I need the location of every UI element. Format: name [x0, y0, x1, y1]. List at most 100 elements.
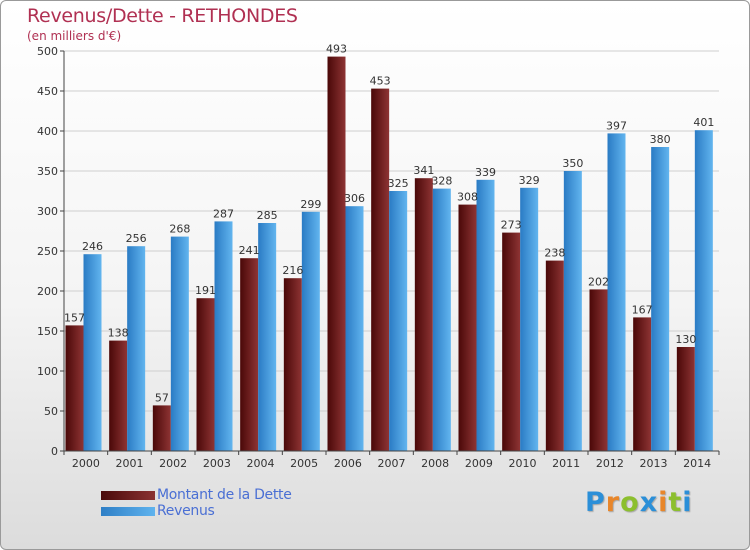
- data-label-dette: 202: [588, 275, 609, 288]
- y-tick-label: 350: [37, 165, 58, 178]
- y-tick-label: 200: [37, 285, 58, 298]
- bar-dette: [545, 260, 564, 451]
- bar-dette: [633, 317, 652, 451]
- bar-revenus: [389, 191, 408, 451]
- data-label-revenus: 268: [169, 223, 190, 236]
- bar-dette: [327, 56, 346, 451]
- x-tick-label: 2009: [465, 457, 493, 470]
- y-tick-label: 0: [51, 445, 58, 458]
- data-labels-group: 157 246 138 256 57 268 191 287 241 285 216 299 493 30…: [64, 43, 714, 405]
- y-tick-label: 500: [37, 45, 58, 58]
- legend-swatch-dette: [101, 491, 155, 500]
- data-label-dette: 216: [282, 264, 303, 277]
- data-label-dette: 130: [675, 333, 696, 346]
- data-label-revenus: 325: [388, 177, 409, 190]
- logo-letter: o: [620, 487, 640, 518]
- data-label-revenus: 287: [213, 207, 234, 220]
- data-label-dette: 238: [544, 247, 565, 260]
- data-label-dette: 308: [457, 191, 478, 204]
- x-tick-label: 2004: [247, 457, 275, 470]
- legend-swatch-revenus: [101, 507, 155, 516]
- y-tick-label: 400: [37, 125, 58, 138]
- x-tick-label: 2007: [378, 457, 406, 470]
- proxiti-logo: Proxiti: [585, 487, 693, 518]
- logo-letter: i: [682, 487, 693, 518]
- x-tick-label: 2012: [596, 457, 624, 470]
- bar-dette: [676, 347, 695, 451]
- x-tick-label: 2010: [509, 457, 537, 470]
- bar-dette: [109, 340, 128, 451]
- bar-revenus: [214, 221, 233, 451]
- logo-letter: t: [668, 487, 683, 518]
- data-label-dette: 167: [632, 303, 653, 316]
- chart-subtitle: (en milliers d'€): [27, 29, 122, 43]
- data-label-dette: 191: [195, 284, 216, 297]
- data-label-revenus: 306: [344, 192, 365, 205]
- chart-title: Revenus/Dette - RETHONDES: [27, 5, 298, 27]
- data-label-dette: 157: [64, 311, 85, 324]
- bar-dette: [196, 298, 215, 451]
- data-label-dette: 341: [413, 164, 434, 177]
- x-tick-label: 2003: [203, 457, 231, 470]
- data-label-revenus: 328: [431, 175, 452, 188]
- bar-dette: [240, 258, 259, 451]
- bar-revenus: [127, 246, 146, 451]
- x-tick-label: 2014: [683, 457, 711, 470]
- bar-dette: [414, 178, 433, 451]
- bar-revenus: [345, 206, 364, 451]
- legend-label-dette: Montant de la Dette: [157, 487, 292, 503]
- logo-letter: r: [605, 487, 621, 518]
- bar-revenus: [520, 187, 539, 452]
- bar-dette: [65, 325, 84, 451]
- y-tick-label: 150: [37, 325, 58, 338]
- logo-letter: P: [585, 487, 606, 518]
- data-label-dette: 493: [326, 43, 347, 56]
- data-label-dette: 138: [108, 327, 129, 340]
- bar-dette: [458, 204, 477, 451]
- x-tick-label: 2006: [334, 457, 362, 470]
- bar-dette: [502, 232, 521, 451]
- y-tick-label: 50: [44, 405, 58, 418]
- bar-revenus: [301, 211, 320, 451]
- data-label-dette: 241: [239, 244, 260, 257]
- x-tick-label: 2008: [421, 457, 449, 470]
- y-tick-label: 250: [37, 245, 58, 258]
- bar-revenus: [432, 188, 451, 451]
- bar-revenus: [476, 179, 495, 452]
- data-label-dette: 453: [370, 75, 391, 88]
- bar-dette: [283, 278, 302, 451]
- bar-revenus: [170, 236, 189, 451]
- data-label-revenus: 256: [126, 232, 147, 245]
- data-label-revenus: 350: [562, 157, 583, 170]
- logo-letter: x: [639, 487, 659, 518]
- y-tick-label: 450: [37, 85, 58, 98]
- bar-revenus: [83, 254, 102, 451]
- data-label-dette: 273: [501, 219, 522, 232]
- bar-revenus: [258, 223, 277, 451]
- x-tick-label: 2013: [640, 457, 668, 470]
- bar-revenus: [694, 130, 713, 451]
- bar-revenus: [607, 133, 626, 451]
- bar-revenus: [563, 171, 582, 451]
- data-label-revenus: 285: [257, 209, 278, 222]
- x-tick-label: 2005: [290, 457, 318, 470]
- x-tick-label: 2000: [72, 457, 100, 470]
- y-tick-label: 100: [37, 365, 58, 378]
- x-tick-label: 2001: [116, 457, 144, 470]
- data-label-revenus: 329: [519, 174, 540, 187]
- data-label-dette: 57: [155, 391, 169, 404]
- data-label-revenus: 339: [475, 166, 496, 179]
- legend-label-revenus: Revenus: [157, 503, 215, 519]
- bar-dette: [371, 88, 390, 451]
- axes-group: 0 50 100 150 200 250 300 350 400 450 500 2000 2001 20…: [37, 45, 720, 470]
- bar-dette: [589, 289, 608, 451]
- bars-group: [65, 56, 713, 452]
- data-label-revenus: 380: [650, 133, 671, 146]
- data-label-revenus: 246: [82, 240, 103, 253]
- bar-dette: [152, 405, 171, 451]
- x-tick-label: 2002: [159, 457, 187, 470]
- bar-revenus: [651, 147, 670, 451]
- logo-letter: i: [658, 487, 669, 518]
